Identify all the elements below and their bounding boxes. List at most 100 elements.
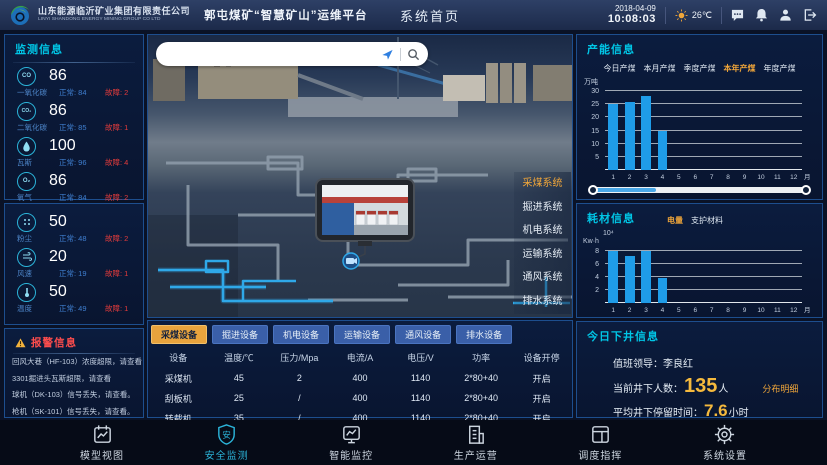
company-logo-icon	[11, 5, 29, 25]
smart-monitor-icon	[342, 426, 360, 444]
equipment-tabs: 采煤设备 掘进设备 机电设备 运输设备 通风设备 排水设备	[148, 321, 572, 344]
nav-item-production-ops[interactable]: 生产运营	[444, 423, 508, 465]
duty-label: 值班领导：	[613, 359, 663, 370]
system-item-jidian[interactable]: 机电系统	[522, 225, 563, 237]
tab-month-coal[interactable]: 本月产煤	[643, 64, 676, 73]
divider	[13, 62, 135, 63]
tab-today-coal[interactable]: 今日产煤	[603, 64, 636, 73]
production-bar-chart: 5 10 15 20 25 30 1 2 3 4 5 6 7 8 9 10 11 12 月	[591, 88, 811, 181]
user-icon[interactable]	[779, 8, 792, 22]
env-item-temperature: 50 温度 正常: 49 故障: 1	[5, 279, 143, 314]
tab-caimei-equipment[interactable]: 采煤设备	[151, 325, 208, 344]
tab-paishui-equipment[interactable]: 排水设备	[456, 325, 513, 344]
scene-3d-view[interactable]: 采煤系统 掘进系统 机电系统 运输系统 通风系统 排水系统	[147, 34, 573, 318]
tab-quarter-coal[interactable]: 季度产煤	[683, 64, 716, 73]
time-label: 平均井下停留时间：	[613, 408, 703, 419]
distribution-detail-link[interactable]: 分布明细	[762, 384, 799, 394]
production-panel-title: 产能信息	[587, 44, 635, 56]
bar	[624, 255, 635, 303]
slider-handle-left[interactable]	[588, 185, 598, 195]
env-info-panel: 50 粉尘 正常: 48 故障: 2 20 风速 正常: 19 故障: 1	[4, 203, 144, 325]
normal-count: 正常: 96	[59, 158, 87, 167]
tab-jidian-equipment[interactable]: 机电设备	[273, 325, 330, 344]
wind-icon	[17, 247, 36, 267]
legend-support-material[interactable]: 支护材料	[691, 216, 723, 225]
camera-monitor-popup[interactable]	[315, 178, 415, 260]
production-info-panel: 产能信息 今日产煤 本月产煤 季度产煤 本年产煤 年度产煤 万吨 5 10 15 20…	[576, 34, 823, 200]
co-icon: CO	[17, 66, 36, 86]
locate-arrow-icon[interactable]	[381, 48, 394, 61]
nav-item-smart-monitor[interactable]: 智能监控	[319, 423, 383, 465]
bottom-nav: 模型视图 安 安全监测 智能监控 生产运营	[0, 420, 827, 465]
col-onoff: 设备开停	[523, 353, 560, 363]
bell-icon[interactable]	[755, 8, 768, 22]
nav-item-model-view[interactable]: 模型视图	[70, 423, 134, 465]
monitor-item-gas: 100 瓦斯 正常: 96 故障: 4	[5, 133, 143, 168]
header-icons	[731, 8, 817, 22]
nav-item-dispatch[interactable]: 调度指挥	[568, 423, 632, 465]
warning-icon	[15, 337, 26, 347]
nav-item-settings[interactable]: 系统设置	[693, 423, 757, 465]
fault-count: 故障: 2	[105, 193, 129, 202]
production-tabs: 今日产煤 本月产煤 季度产煤 本年产煤 年度产煤	[577, 63, 822, 74]
alarm-message[interactable]: 回风大巷（HF-103）浓度超限，请查看	[12, 357, 143, 366]
underground-panel-title: 今日下井信息	[587, 331, 659, 343]
consumables-bar-chart: 2 4 6 8 1 2 3 4 5 6 7 8 9 10 11 12 月	[595, 247, 811, 314]
slider-fill	[594, 188, 656, 192]
system-item-caimei[interactable]: 采煤系统	[522, 178, 563, 189]
tab-year-coal[interactable]: 本年产煤	[723, 64, 756, 73]
system-item-juejin[interactable]: 掘进系统	[522, 201, 563, 213]
model-view-icon	[93, 425, 111, 443]
normal-count: 正常: 85	[59, 123, 87, 132]
system-switcher: 采煤系统 掘进系统 机电系统 运输系统 通风系统 排水系统	[514, 172, 571, 314]
page-title: 系统首页	[400, 8, 461, 24]
alarm-message[interactable]: 球机（DK-103）信号丢失，请查看。	[12, 390, 135, 399]
alarm-message[interactable]: 枪机（SK-101）信号丢失，请查看。	[12, 406, 135, 416]
tab-yunshu-equipment[interactable]: 运输设备	[334, 325, 391, 344]
system-item-yunshu[interactable]: 运输系统	[522, 248, 563, 260]
consumables-y-exponent: 10⁴	[603, 230, 614, 237]
tab-annual-coal[interactable]: 年度产煤	[763, 64, 796, 73]
tab-juejin-equipment[interactable]: 掘进设备	[212, 325, 269, 344]
env-value: 50	[49, 213, 67, 230]
normal-count: 正常: 19	[59, 269, 87, 278]
bar	[624, 101, 635, 170]
alarm-panel-title: 报警信息	[31, 337, 77, 349]
alarm-info-panel: 报警信息 回风大巷（HF-103）浓度超限，请查看 3301掘进头瓦斯超限，请查…	[4, 328, 144, 418]
datetime: 2018-04-09 10:08:03	[607, 4, 656, 26]
system-item-paishui[interactable]: 排水系统	[522, 295, 563, 307]
divider	[664, 6, 666, 24]
chart-range-slider[interactable]	[588, 185, 811, 195]
search-icon[interactable]	[407, 48, 420, 61]
safety-shield-icon: 安	[218, 424, 235, 445]
nav-item-safety-monitor[interactable]: 安 安全监测	[195, 423, 259, 465]
logout-icon[interactable]	[803, 8, 817, 22]
co2-icon: CO₂	[17, 101, 36, 121]
legend-electricity[interactable]: 电量	[667, 216, 683, 225]
monitor-panel-title: 监测信息	[15, 44, 63, 56]
system-item-tongfeng[interactable]: 通风系统	[522, 272, 563, 284]
header-bar: 山东能源临沂矿业集团有限责任公司 LINYI SHANDONG ENERGY M…	[0, 0, 827, 30]
chat-icon[interactable]	[731, 8, 744, 22]
monitor-value: 86	[49, 102, 67, 119]
search-input[interactable]	[156, 47, 381, 61]
company-name-block: 山东能源临沂矿业集团有限责任公司 LINYI SHANDONG ENERGY M…	[38, 6, 190, 22]
count-label: 当前井下人数：	[613, 384, 683, 395]
camera-marker-icon[interactable]	[342, 252, 360, 270]
alarm-message[interactable]: 3301掘进头瓦斯超限，请查看	[12, 373, 112, 383]
fault-count: 故障: 2	[105, 234, 129, 243]
temperature-icon	[17, 282, 36, 302]
bar	[657, 130, 668, 170]
settings-gear-icon	[715, 424, 735, 445]
slider-handle-right[interactable]	[801, 185, 811, 195]
bar	[641, 96, 651, 170]
consumables-legend: 电量 支护材料	[577, 215, 822, 226]
fault-count: 故障: 2	[105, 88, 129, 97]
col-temperature: 温度/℃	[224, 353, 254, 363]
underground-count-line: 当前井下人数： 135 人 分布明细	[613, 375, 822, 398]
tab-tongfeng-equipment[interactable]: 通风设备	[395, 325, 452, 344]
normal-count: 正常: 84	[59, 193, 87, 202]
time-text: 10:08:03	[607, 13, 656, 26]
fault-count: 故障: 1	[105, 304, 129, 313]
